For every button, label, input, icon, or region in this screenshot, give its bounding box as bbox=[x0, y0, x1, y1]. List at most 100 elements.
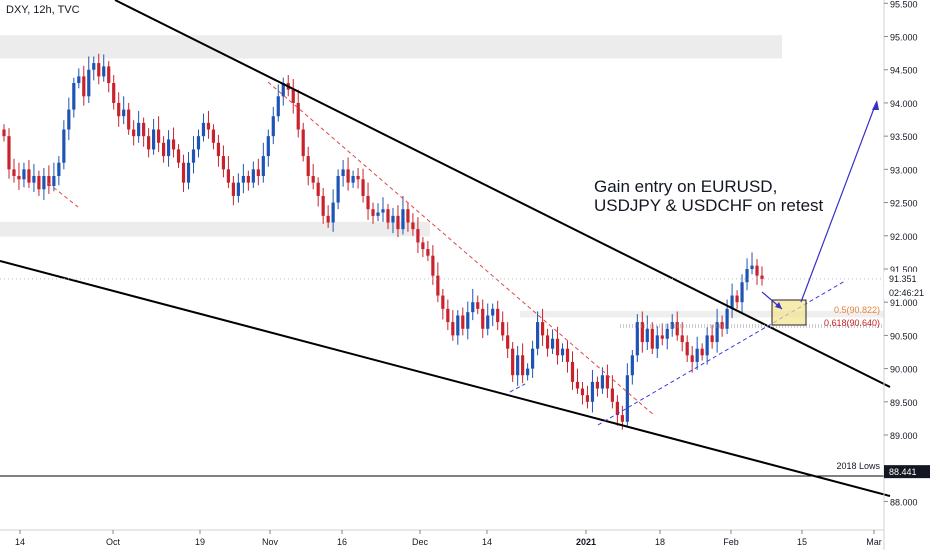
candle-body bbox=[7, 136, 11, 170]
candle-body bbox=[446, 308, 450, 323]
symbol-title: DXY, 12h, TVC bbox=[6, 4, 80, 16]
zone-1 bbox=[0, 221, 430, 237]
candle-body bbox=[535, 322, 540, 349]
candle-body bbox=[276, 96, 280, 117]
candle-body bbox=[32, 176, 36, 183]
y-tick-label: 93.000 bbox=[890, 165, 918, 175]
candle-body bbox=[2, 129, 6, 137]
candle-body bbox=[540, 322, 545, 336]
candle-body bbox=[456, 315, 460, 336]
annotation-line-1: Gain entry on EURUSD, bbox=[594, 177, 777, 196]
lower-trendline bbox=[0, 260, 891, 497]
candle-body bbox=[690, 355, 694, 362]
candle-body bbox=[17, 176, 21, 180]
candle-body bbox=[356, 176, 360, 180]
y-tick-label: 90.500 bbox=[890, 331, 918, 341]
candle-body bbox=[122, 109, 126, 117]
y-tick-label: 93.500 bbox=[890, 132, 918, 142]
y-tick-label: 94.000 bbox=[890, 99, 918, 109]
candle-body bbox=[186, 162, 191, 183]
candle-body bbox=[206, 122, 211, 130]
candle-body bbox=[82, 76, 86, 97]
candle-body bbox=[47, 176, 51, 186]
candle-body bbox=[107, 66, 111, 84]
candle-body bbox=[600, 375, 605, 389]
candle-body bbox=[426, 249, 430, 256]
candle-body bbox=[550, 338, 555, 349]
candle-body bbox=[585, 395, 590, 402]
candle-body bbox=[67, 109, 71, 130]
candle-body bbox=[575, 381, 580, 389]
x-tick-label: 19 bbox=[195, 537, 205, 547]
candle-body bbox=[436, 275, 440, 296]
arrow-up-head bbox=[872, 100, 879, 110]
candle-body bbox=[705, 335, 709, 356]
candle-body bbox=[640, 322, 644, 343]
candle-body bbox=[580, 388, 585, 396]
candle-body bbox=[411, 222, 415, 230]
y-tick-label: 94.500 bbox=[890, 66, 918, 76]
candle-body bbox=[351, 176, 355, 183]
candle-body bbox=[346, 169, 350, 183]
candle-body bbox=[700, 348, 704, 356]
candle-body bbox=[755, 265, 759, 276]
candle-body bbox=[660, 335, 664, 339]
candle-body bbox=[266, 136, 270, 157]
x-tick-label: 16 bbox=[337, 537, 347, 547]
candle-body bbox=[466, 312, 470, 329]
candle-body bbox=[740, 282, 744, 303]
candle-body bbox=[361, 179, 365, 196]
candle-body bbox=[476, 302, 480, 309]
candle-body bbox=[416, 229, 420, 243]
candle-body bbox=[725, 308, 729, 329]
candle-body bbox=[147, 136, 151, 150]
y-tick-label: 92.500 bbox=[890, 199, 918, 209]
candle-body bbox=[695, 348, 699, 362]
upper-trendline bbox=[114, 0, 891, 388]
trend-lines bbox=[0, 0, 891, 497]
x-tick-label: Oct bbox=[106, 537, 121, 547]
x-tick-label: 15 bbox=[797, 537, 807, 547]
y-tick-label: 90.000 bbox=[890, 365, 918, 375]
candle-body bbox=[486, 315, 490, 329]
candle-body bbox=[176, 149, 181, 163]
candle-body bbox=[331, 202, 335, 223]
candle-body bbox=[511, 348, 515, 376]
candle-body bbox=[521, 355, 525, 376]
x-tick-label: Feb bbox=[723, 537, 739, 547]
price-label-bg bbox=[884, 271, 930, 285]
candle-body bbox=[760, 275, 764, 279]
candle-body bbox=[745, 268, 749, 283]
annotation-line-2: USDJPY & USDCHF on retest bbox=[594, 196, 824, 215]
candle-body bbox=[291, 89, 295, 103]
candle-body bbox=[27, 169, 31, 183]
x-tick-label: Mar bbox=[866, 537, 882, 547]
candle-body bbox=[496, 308, 500, 323]
fib-zone bbox=[520, 310, 884, 318]
candle-body bbox=[595, 381, 600, 389]
y-tick-label: 95.500 bbox=[890, 0, 918, 9]
level-label: 2018 Lows bbox=[836, 461, 880, 471]
y-tick-label: 88.000 bbox=[890, 497, 918, 507]
candle-body bbox=[650, 328, 654, 349]
candle-body bbox=[77, 76, 81, 84]
candle-body bbox=[166, 139, 171, 157]
candle-body bbox=[735, 295, 739, 303]
candle-body bbox=[226, 169, 231, 183]
candle-body bbox=[22, 169, 26, 180]
candle-body bbox=[645, 328, 649, 343]
candle-body bbox=[506, 335, 510, 349]
candle-body bbox=[301, 129, 305, 157]
candle-body bbox=[366, 195, 370, 210]
price-label-bg bbox=[884, 285, 930, 299]
candle-body bbox=[181, 162, 186, 183]
candle-body bbox=[251, 169, 255, 183]
candle-body bbox=[246, 176, 250, 183]
candle-body bbox=[680, 335, 684, 343]
y-tick-label: 92.000 bbox=[890, 232, 918, 242]
candle-body bbox=[491, 308, 495, 316]
candle-body bbox=[12, 169, 16, 176]
candle-body bbox=[625, 375, 629, 422]
candle-body bbox=[72, 83, 76, 110]
